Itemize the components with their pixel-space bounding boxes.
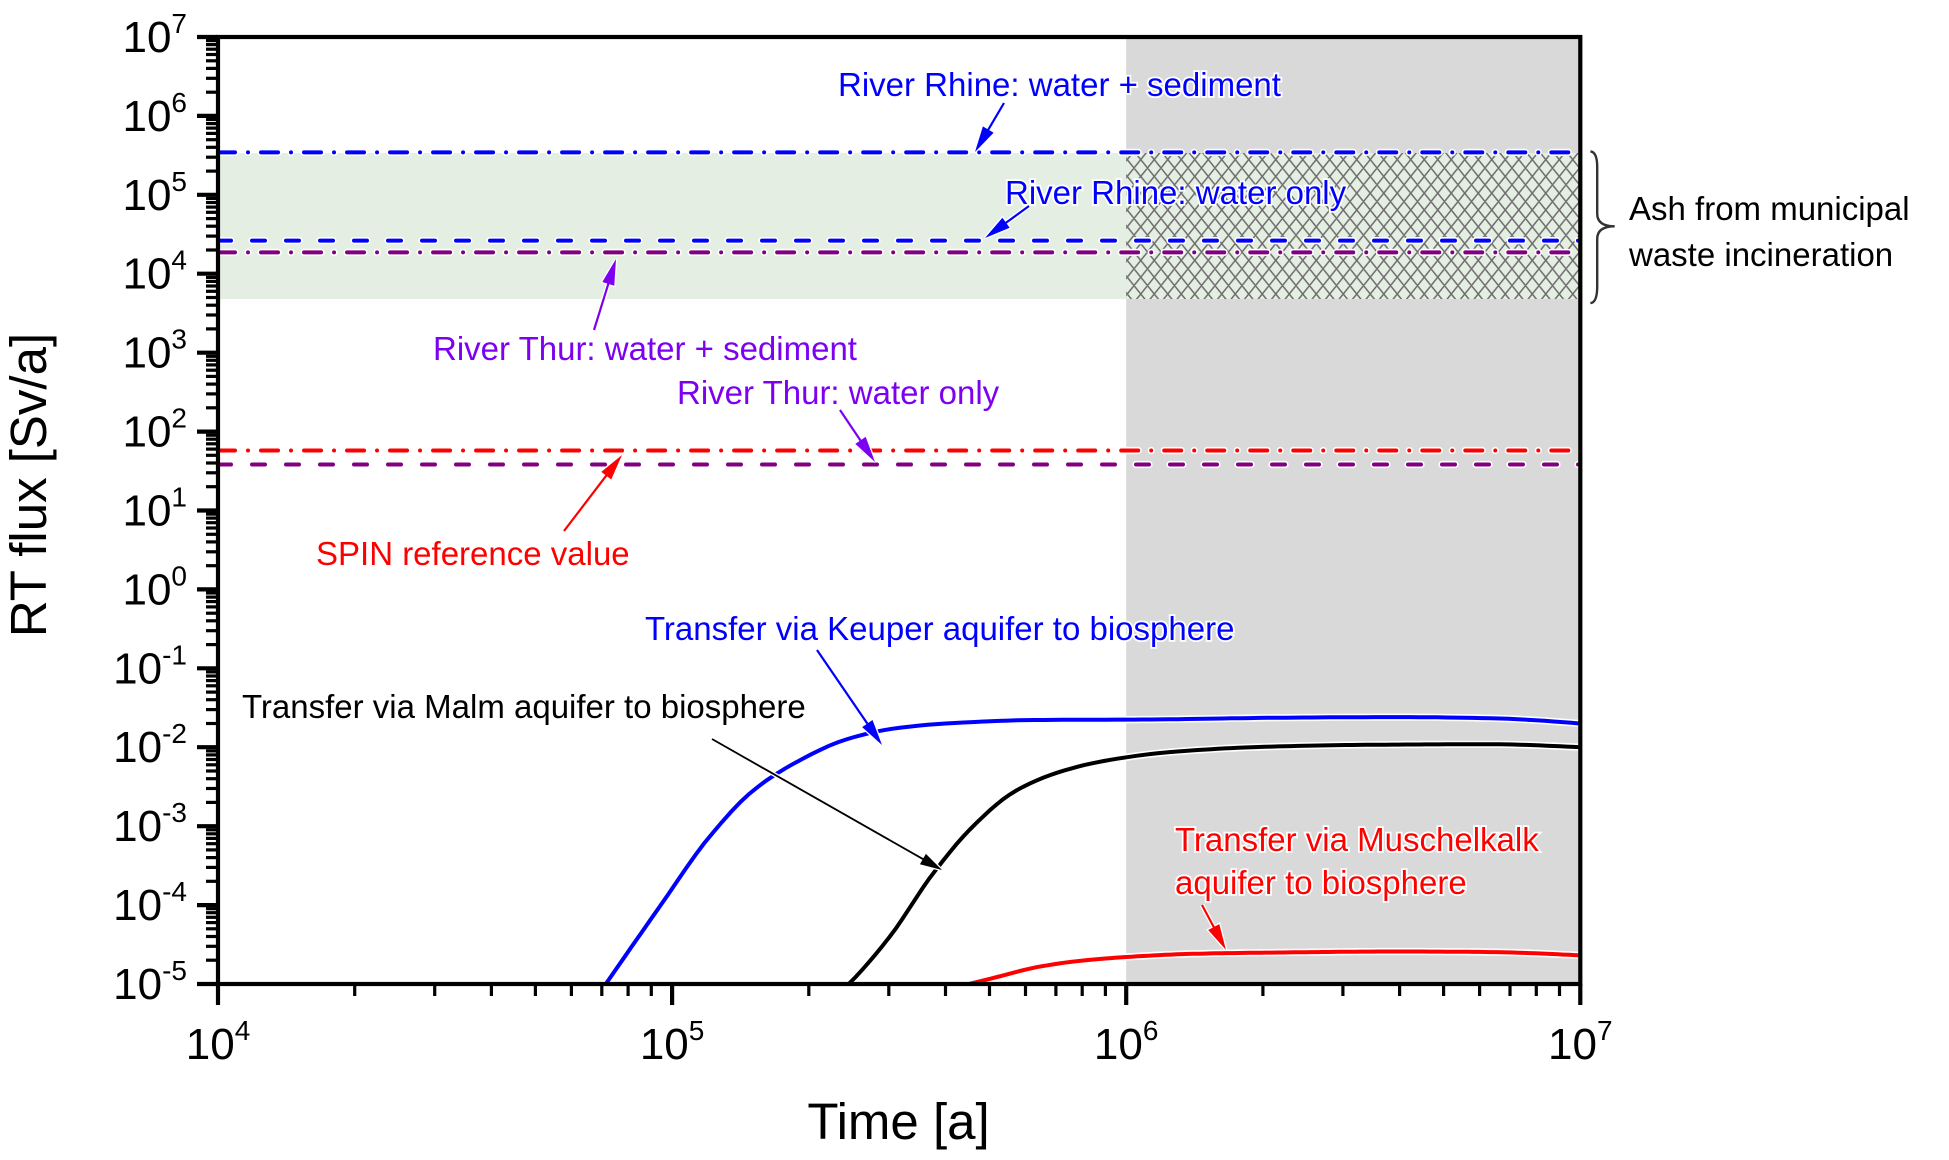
- svg-text:105: 105: [122, 166, 187, 220]
- svg-text:101: 101: [122, 482, 187, 536]
- svg-text:103: 103: [122, 324, 187, 378]
- svg-text:10-1: 10-1: [113, 639, 187, 693]
- svg-text:104: 104: [122, 245, 187, 299]
- svg-text:105: 105: [640, 1015, 705, 1069]
- svg-text:waste incineration: waste incineration: [1628, 236, 1893, 273]
- svg-text:Transfer via Keuper aquifer to: Transfer via Keuper aquifer to biosphere: [645, 610, 1234, 647]
- svg-text:River Rhine: water only: River Rhine: water only: [1005, 174, 1347, 211]
- svg-text:aquifer to biosphere: aquifer to biosphere: [1175, 864, 1467, 901]
- svg-text:Ash from municipal: Ash from municipal: [1629, 190, 1910, 227]
- svg-text:106: 106: [122, 87, 187, 141]
- svg-text:River Thur: water + sediment: River Thur: water + sediment: [433, 330, 857, 367]
- svg-text:107: 107: [1548, 1015, 1613, 1069]
- svg-text:104: 104: [186, 1015, 251, 1069]
- svg-text:10-4: 10-4: [113, 876, 187, 930]
- svg-text:100: 100: [122, 560, 187, 614]
- svg-text:10-2: 10-2: [113, 718, 187, 772]
- svg-text:River Rhine: water + sediment: River Rhine: water + sediment: [838, 66, 1281, 103]
- svg-text:Time [a]: Time [a]: [807, 1093, 989, 1150]
- svg-text:SPIN reference value: SPIN reference value: [316, 535, 630, 572]
- svg-text:Transfer via Muschelkalk: Transfer via Muschelkalk: [1175, 821, 1539, 858]
- svg-text:10-3: 10-3: [113, 797, 187, 851]
- svg-text:River Thur: water only: River Thur: water only: [677, 374, 1000, 411]
- svg-text:10-5: 10-5: [113, 955, 187, 1009]
- svg-text:Transfer via Malm aquifer to b: Transfer via Malm aquifer to biosphere: [242, 688, 806, 725]
- svg-text:102: 102: [122, 403, 187, 457]
- svg-text:107: 107: [122, 8, 187, 62]
- svg-text:106: 106: [1094, 1015, 1159, 1069]
- svg-text:RT flux [Sv/a]: RT flux [Sv/a]: [0, 333, 57, 637]
